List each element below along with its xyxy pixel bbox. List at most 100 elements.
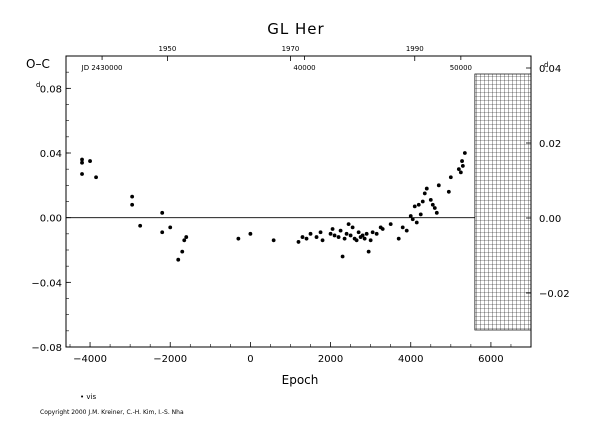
data-point — [314, 235, 319, 239]
data-point — [400, 225, 405, 230]
plot-frame — [65, 55, 532, 348]
data-point — [160, 210, 165, 215]
y-tick-label: 0.00 — [40, 214, 62, 225]
data-point — [434, 210, 439, 215]
data-point — [300, 235, 305, 239]
data-point — [94, 175, 98, 180]
data-point — [460, 159, 464, 163]
data-point — [236, 236, 241, 241]
data-point — [414, 220, 419, 225]
data-point — [342, 236, 347, 241]
data-point — [460, 164, 465, 168]
data-point — [418, 212, 423, 217]
data-point — [364, 231, 369, 236]
data-point — [344, 231, 349, 236]
data-point — [416, 202, 421, 207]
data-point — [446, 189, 451, 194]
y-tick-label: 0.04 — [40, 149, 62, 160]
data-point — [338, 228, 343, 233]
y-tick-label: −0.08 — [31, 343, 62, 354]
data-point — [180, 249, 185, 254]
data-point — [330, 227, 335, 231]
data-point — [374, 231, 379, 236]
jd-label: 40000 — [293, 64, 315, 72]
data-point — [368, 238, 373, 243]
y-tick-label: 0.08 — [40, 84, 62, 95]
x-tick-label: 6000 — [478, 354, 503, 365]
chart-title: GL Her — [267, 20, 324, 38]
data-point — [80, 157, 84, 162]
y-tick-label: −0.04 — [31, 278, 62, 289]
data-point — [320, 238, 325, 243]
future-hatched-region — [474, 73, 532, 331]
data-point — [336, 235, 341, 239]
jd-label: JD 2430000 — [81, 64, 123, 72]
data-point — [458, 170, 463, 175]
data-point — [296, 240, 301, 244]
data-point — [430, 202, 435, 207]
data-point — [448, 175, 453, 180]
data-point — [436, 183, 441, 188]
data-point — [410, 217, 415, 222]
jd-label: 50000 — [450, 64, 472, 72]
data-point — [304, 236, 309, 241]
data-point — [422, 191, 427, 196]
data-point — [388, 222, 393, 227]
data-point — [138, 223, 143, 228]
data-point — [380, 227, 385, 231]
x-tick-label: 0 — [247, 354, 253, 365]
data-point — [346, 222, 351, 227]
data-point — [362, 236, 367, 241]
right-tick-label: 0.00 — [539, 214, 561, 225]
data-point — [360, 233, 365, 238]
data-point — [462, 151, 467, 155]
top-year-label: 1970 — [282, 45, 300, 53]
data-point — [356, 230, 361, 235]
data-point — [424, 186, 429, 191]
data-point — [318, 230, 323, 235]
data-point — [396, 236, 401, 241]
copyright-text: Copyright 2000 J.M. Kreiner, C.-H. Kim, … — [40, 409, 184, 416]
data-point — [80, 160, 84, 165]
axis-ticks: −4000 −2000 0 2000 4000 6000 −0.08 −0.04 0.00 0.0… — [31, 45, 569, 365]
data-point — [130, 194, 135, 199]
x-tick-label: −2000 — [153, 354, 187, 365]
data-point — [160, 230, 165, 235]
data-point — [328, 231, 333, 236]
data-point — [456, 167, 461, 172]
data-point — [412, 204, 417, 209]
data-point — [308, 231, 313, 236]
x-tick-label: 4000 — [398, 354, 423, 365]
data-point — [350, 225, 355, 230]
y-axis-label: O–C — [26, 57, 50, 71]
y-axis-units-left: d — [36, 81, 40, 89]
data-point — [354, 238, 359, 243]
data-point — [184, 235, 189, 239]
x-tick-label: 2000 — [318, 354, 343, 365]
data-point — [332, 233, 337, 238]
data-point — [370, 230, 375, 235]
data-point — [366, 249, 371, 254]
data-point — [182, 238, 187, 243]
data-point — [130, 202, 135, 207]
data-point — [88, 159, 92, 163]
legend-label: • vis — [80, 393, 96, 401]
data-point — [168, 225, 173, 230]
data-point — [408, 214, 413, 218]
x-axis-label: Epoch — [282, 373, 319, 387]
top-year-label: 1990 — [406, 45, 424, 53]
data-point — [420, 199, 425, 204]
x-tick-label: −4000 — [73, 354, 107, 365]
data-point — [271, 238, 276, 243]
right-tick-label: −0.02 — [539, 289, 570, 300]
top-year-label: 1950 — [159, 45, 177, 53]
y-axis-units-right: d — [544, 61, 548, 69]
data-point — [80, 172, 84, 176]
right-tick-label: 0.02 — [539, 139, 561, 150]
data-point — [340, 254, 345, 259]
data-point — [404, 228, 409, 233]
data-point — [428, 197, 433, 202]
data-point — [432, 206, 437, 210]
data-point — [248, 231, 253, 236]
